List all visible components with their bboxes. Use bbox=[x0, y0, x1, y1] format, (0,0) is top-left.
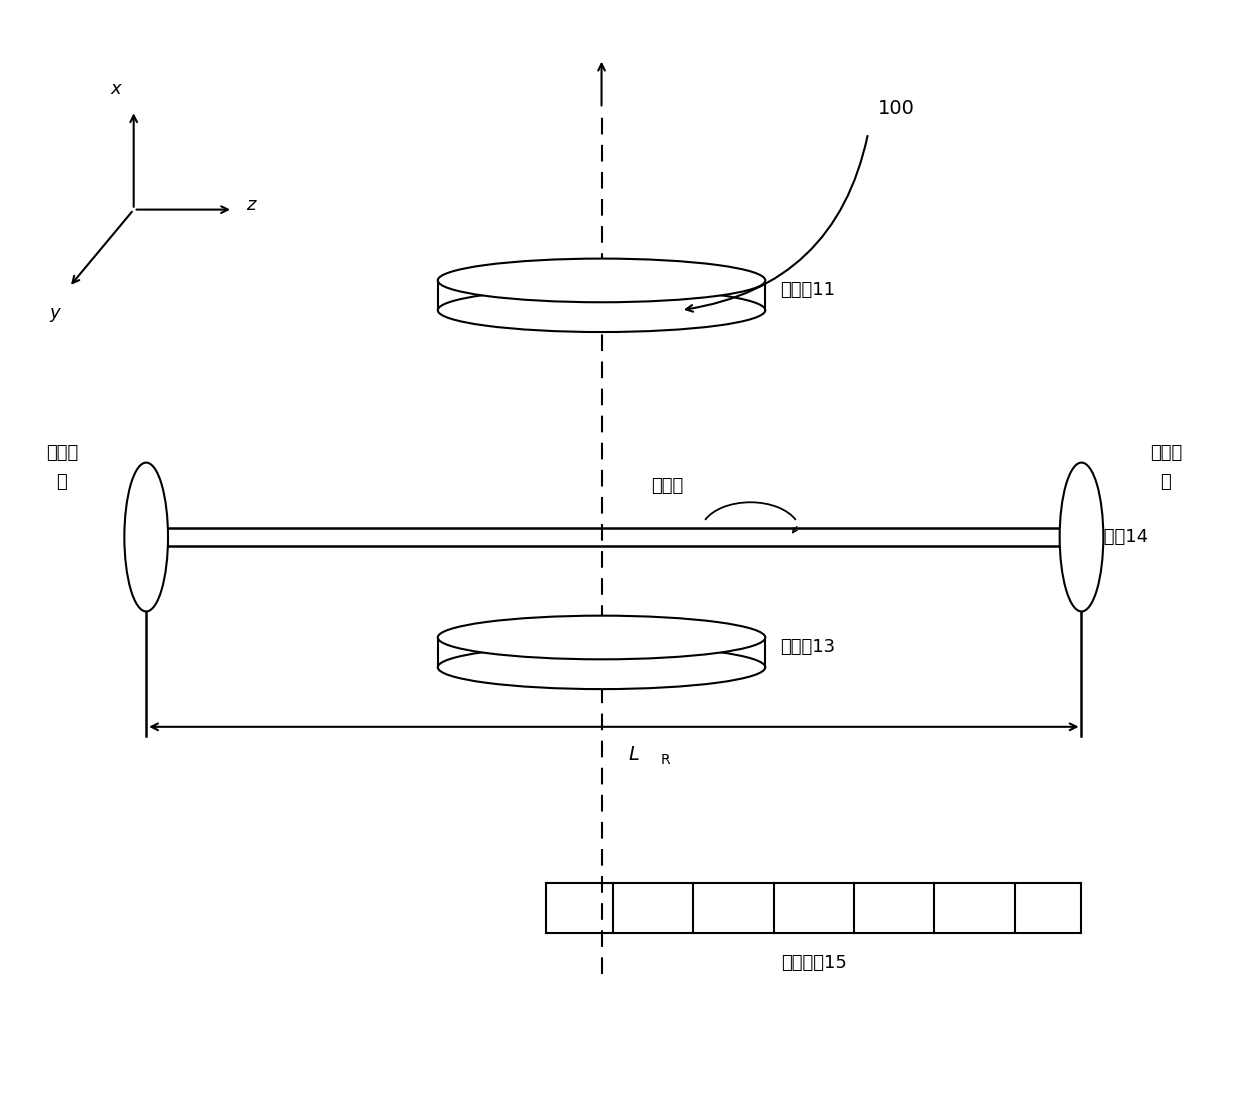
Ellipse shape bbox=[438, 615, 765, 660]
Ellipse shape bbox=[438, 259, 765, 302]
Text: z: z bbox=[246, 196, 255, 214]
Text: R: R bbox=[661, 753, 671, 767]
Ellipse shape bbox=[124, 463, 169, 611]
Ellipse shape bbox=[438, 645, 765, 689]
Text: 发射线: 发射线 bbox=[46, 444, 78, 462]
Text: 刻度环11: 刻度环11 bbox=[780, 281, 836, 299]
Text: x: x bbox=[110, 81, 122, 99]
Text: 刻度环13: 刻度环13 bbox=[780, 639, 836, 656]
Text: 接收线: 接收线 bbox=[1149, 444, 1182, 462]
Text: 转动轴14: 转动轴14 bbox=[1094, 528, 1148, 546]
Text: 方位角: 方位角 bbox=[651, 477, 683, 495]
Text: 圈: 圈 bbox=[57, 474, 67, 492]
Text: 圈: 圈 bbox=[1161, 474, 1172, 492]
Text: L: L bbox=[629, 745, 639, 764]
Ellipse shape bbox=[1060, 463, 1104, 611]
Ellipse shape bbox=[438, 288, 765, 332]
Text: y: y bbox=[48, 304, 60, 322]
Text: 滑行辟道15: 滑行辟道15 bbox=[781, 954, 847, 972]
Text: 100: 100 bbox=[878, 99, 915, 117]
